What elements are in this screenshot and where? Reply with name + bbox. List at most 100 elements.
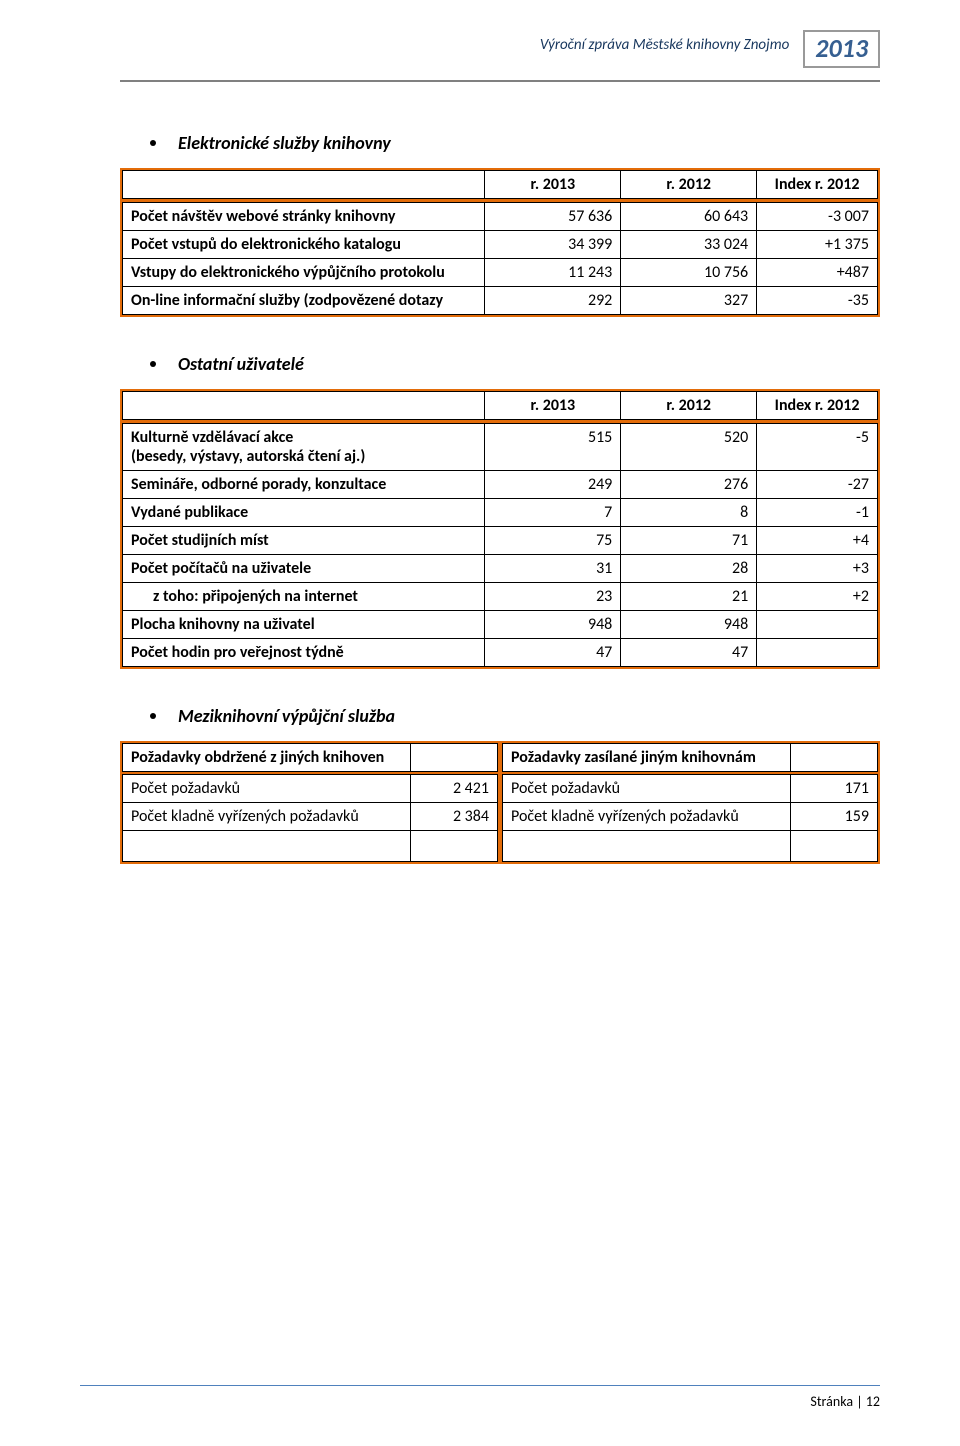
- bullet-icon: [150, 140, 156, 146]
- cell-value: 11 243: [485, 259, 621, 287]
- cell-value: 10 756: [621, 259, 757, 287]
- cell-label: Počet návštěv webové stránky knihovny: [123, 203, 485, 231]
- cell-value: 520: [621, 424, 757, 471]
- cell-value: 948: [621, 611, 757, 639]
- mvs-tables: Požadavky obdržené z jiných knihoven Poč…: [120, 741, 880, 864]
- heading-label: Elektronické služby knihovny: [178, 132, 391, 154]
- table-row: Počet vstupů do elektronického katalogu …: [123, 231, 878, 259]
- cell-value: 47: [485, 639, 621, 667]
- footer-page-number: Stránka | 12: [810, 1393, 880, 1410]
- cell-value: +487: [757, 259, 878, 287]
- table-row: Počet počítačů na uživatele 31 28 +3: [123, 555, 878, 583]
- mvs-header-row: Požadavky zasílané jiným knihovnám: [503, 744, 878, 772]
- section-heading-electronic-services: Elektronické služby knihovny: [150, 132, 880, 154]
- cell-label: Počet studijních míst: [123, 527, 485, 555]
- cell-value: 23: [485, 583, 621, 611]
- cell-label: Počet vstupů do elektronického katalogu: [123, 231, 485, 259]
- col-header: Index r. 2012: [757, 392, 878, 420]
- cell-value: 2 421: [411, 775, 498, 803]
- cell-value: 948: [485, 611, 621, 639]
- table-row-empty: [123, 831, 498, 862]
- bullet-icon: [150, 361, 156, 367]
- cell-label: Počet počítačů na uživatele: [123, 555, 485, 583]
- cell-value: +3: [757, 555, 878, 583]
- cell-value: -3 007: [757, 203, 878, 231]
- cell-empty: [123, 831, 411, 862]
- cell-value: -5: [757, 424, 878, 471]
- table-row-empty: [503, 831, 878, 862]
- cell-value: 327: [621, 287, 757, 315]
- cell-value: +1 375: [757, 231, 878, 259]
- table-header-row: r. 2013 r. 2012 Index r. 2012: [123, 171, 878, 199]
- cell-value: 33 024: [621, 231, 757, 259]
- table-row: Počet požadavků 2 421: [123, 775, 498, 803]
- heading-label: Ostatní uživatelé: [178, 353, 304, 375]
- cell-value: 276: [621, 471, 757, 499]
- cell-value: -1: [757, 499, 878, 527]
- cell-label: On-line informační služby (zodpovězené d…: [123, 287, 485, 315]
- table-row: Počet návštěv webové stránky knihovny 57…: [123, 203, 878, 231]
- mvs-title: Požadavky obdržené z jiných knihoven: [123, 744, 411, 772]
- table-row: On-line informační služby (zodpovězené d…: [123, 287, 878, 315]
- col-header: r. 2012: [621, 171, 757, 199]
- cell-value: -27: [757, 471, 878, 499]
- cell-label: Vstupy do elektronického výpůjčního prot…: [123, 259, 485, 287]
- cell-value: 60 643: [621, 203, 757, 231]
- col-blank: [123, 392, 485, 420]
- col-header: r. 2013: [485, 392, 621, 420]
- col-header: Index r. 2012: [757, 171, 878, 199]
- cell-value: 2 384: [411, 803, 498, 831]
- section-heading-other-users: Ostatní uživatelé: [150, 353, 880, 375]
- cell-empty: [503, 831, 791, 862]
- table-row: Počet kladně vyřízených požadavků 159: [503, 803, 878, 831]
- col-header: r. 2012: [621, 392, 757, 420]
- mvs-title: Požadavky zasílané jiným knihovnám: [503, 744, 791, 772]
- table-row: Počet hodin pro veřejnost týdně 47 47: [123, 639, 878, 667]
- header-year-box: 2013: [803, 30, 880, 68]
- table-row: Vydané publikace 7 8 -1: [123, 499, 878, 527]
- table-other-users: r. 2013 r. 2012 Index r. 2012 Kulturně v…: [120, 389, 880, 669]
- cell-value: [757, 611, 878, 639]
- cell-value: 8: [621, 499, 757, 527]
- cell-value: +4: [757, 527, 878, 555]
- cell-value: -35: [757, 287, 878, 315]
- cell-value: 47: [621, 639, 757, 667]
- cell-label: Počet požadavků: [503, 775, 791, 803]
- col-header: r. 2013: [485, 171, 621, 199]
- header-title: Výroční zpráva Městské knihovny Znojmo: [540, 30, 789, 54]
- header-divider: [120, 80, 880, 82]
- cell-label: Plocha knihovny na uživatel: [123, 611, 485, 639]
- cell-value: 34 399: [485, 231, 621, 259]
- cell-label: Kulturně vzdělávací akce (besedy, výstav…: [123, 424, 485, 471]
- page-header: Výroční zpráva Městské knihovny Znojmo 2…: [120, 30, 880, 68]
- cell-value: 28: [621, 555, 757, 583]
- cell-value: 159: [791, 803, 878, 831]
- cell-value: 292: [485, 287, 621, 315]
- cell-label: Počet hodin pro veřejnost týdně: [123, 639, 485, 667]
- table-row: z toho: připojených na internet 23 21 +2: [123, 583, 878, 611]
- footer-divider: [80, 1385, 880, 1386]
- table-row: Počet požadavků 171: [503, 775, 878, 803]
- cell-value: 21: [621, 583, 757, 611]
- cell-label: Počet kladně vyřízených požadavků: [503, 803, 791, 831]
- cell-value: 75: [485, 527, 621, 555]
- table-row: Počet kladně vyřízených požadavků 2 384: [123, 803, 498, 831]
- mvs-blank: [791, 744, 878, 772]
- cell-value: +2: [757, 583, 878, 611]
- table-row: Semináře, odborné porady, konzultace 249…: [123, 471, 878, 499]
- cell-value: 171: [791, 775, 878, 803]
- cell-label: Semináře, odborné porady, konzultace: [123, 471, 485, 499]
- cell-value: 515: [485, 424, 621, 471]
- cell-label-indented: z toho: připojených na internet: [123, 583, 485, 611]
- mvs-right: Požadavky zasílané jiným knihovnám Počet…: [500, 741, 880, 864]
- cell-value: 31: [485, 555, 621, 583]
- cell-value: 71: [621, 527, 757, 555]
- cell-value: [757, 639, 878, 667]
- table-header-row: r. 2013 r. 2012 Index r. 2012: [123, 392, 878, 420]
- cell-empty: [791, 831, 878, 862]
- table-electronic-services: r. 2013 r. 2012 Index r. 2012 Počet návš…: [120, 168, 880, 317]
- cell-label: Počet požadavků: [123, 775, 411, 803]
- cell-value: 57 636: [485, 203, 621, 231]
- mvs-header-row: Požadavky obdržené z jiných knihoven: [123, 744, 498, 772]
- bullet-icon: [150, 713, 156, 719]
